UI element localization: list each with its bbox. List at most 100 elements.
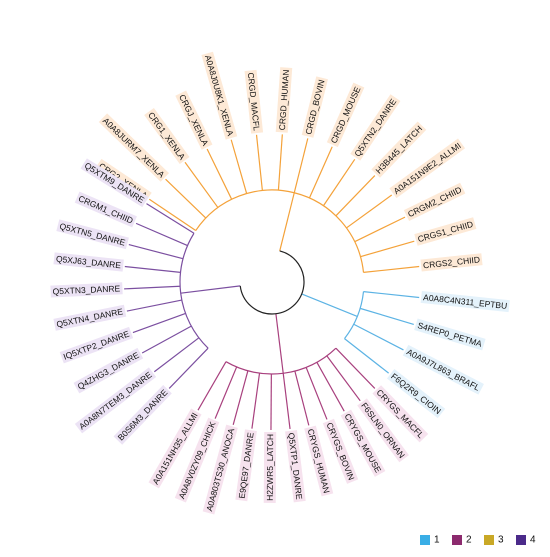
leaf: CRGJ_XENLA <box>175 90 213 150</box>
branch <box>360 240 415 258</box>
leaf: CRGD_MOUSE <box>326 82 365 148</box>
branch <box>230 139 248 194</box>
leaf: A0A8C4N311_EPTBU <box>420 290 510 313</box>
leaf-label: A0A9J7L863_BRAFL <box>405 347 482 393</box>
branch <box>359 307 414 326</box>
branch <box>354 216 406 243</box>
branch <box>124 285 181 290</box>
label-bg <box>175 90 213 150</box>
legend-label: 2 <box>466 535 472 546</box>
label-bg <box>326 82 365 148</box>
label-bg <box>420 253 483 272</box>
branch <box>305 367 328 420</box>
label-bg <box>56 219 129 250</box>
branch <box>294 370 310 426</box>
leaf-label: S4REP0_PETMA <box>416 320 483 349</box>
label-bg <box>50 282 123 298</box>
branch <box>326 355 361 402</box>
label-bg <box>244 69 264 134</box>
label-bg <box>285 430 306 503</box>
branch <box>335 347 376 389</box>
branch <box>128 243 184 260</box>
branch <box>168 347 209 389</box>
leaf: E9QE97_DANRE <box>235 429 257 502</box>
leaf: Q5XTN3_DANRE <box>50 282 123 298</box>
leaf-label: Q5XTN3_DANRE <box>52 283 120 296</box>
leaf-label: CRG1_XENLA <box>146 110 187 162</box>
branch <box>279 192 295 252</box>
label-bg <box>340 409 386 477</box>
leaf: CRGD_BOVIN <box>301 76 328 138</box>
branch-arc <box>225 347 337 375</box>
branch <box>180 285 241 294</box>
leaf: A0A8J0U8K1_XENLA <box>201 51 238 140</box>
branch <box>146 203 195 234</box>
branch <box>132 312 186 334</box>
leaf: CRGM2_CHIID <box>403 182 466 221</box>
legend-swatch <box>516 535 526 545</box>
branch <box>308 146 333 199</box>
label-bg <box>98 113 170 182</box>
branch <box>135 222 188 247</box>
label-bg <box>59 326 134 364</box>
label-bg <box>386 369 446 419</box>
label-bg <box>144 107 190 164</box>
leaf: CRGS2_CHIID <box>420 253 483 272</box>
label-bg <box>322 418 359 484</box>
label-bg <box>371 121 427 178</box>
branch <box>206 148 233 200</box>
branch <box>148 198 197 232</box>
label-bg <box>372 385 429 443</box>
leaf: S4REP0_PETMA <box>414 318 486 351</box>
label-bg <box>402 344 484 395</box>
legend-swatch <box>484 535 494 545</box>
legend-swatch <box>420 535 430 545</box>
leaf-label: CRGM1_CHIID <box>77 193 135 225</box>
branch <box>293 138 309 193</box>
branch <box>277 134 283 191</box>
branch <box>214 366 238 419</box>
leaf: CRGS1_CHIID <box>414 217 477 246</box>
legend-label: 4 <box>530 535 536 546</box>
branch <box>301 293 358 318</box>
leaf: CRG1_XENLA <box>144 107 190 164</box>
legend-label: 3 <box>498 535 504 546</box>
branch-arc <box>179 232 209 349</box>
label-bg <box>202 424 238 515</box>
branch <box>153 337 200 373</box>
branch-arc <box>344 291 365 340</box>
label-bg <box>53 252 124 272</box>
leaf-label: CRGD_BOVIN <box>303 79 326 136</box>
root-arc <box>239 250 305 315</box>
leaf-label: A0A8C4N311_EPTBU <box>423 292 508 311</box>
label-bg <box>357 398 409 463</box>
leaf: Q5XTP1_DANRE <box>285 430 306 503</box>
leaf: CRGD_HUMAN <box>275 67 293 133</box>
branch <box>232 370 249 425</box>
label-bg <box>304 425 334 497</box>
label-bg <box>235 429 257 502</box>
leaf: H2ZWR5_LATCH <box>263 431 277 503</box>
branch-arc <box>195 189 365 273</box>
leaf-label: CRGD_MOUSE <box>329 85 363 145</box>
leaf: Q5XTN5_DANRE <box>56 219 129 250</box>
branch <box>346 194 393 229</box>
leaf-label: H2ZWR5_LATCH <box>265 434 275 501</box>
label-bg <box>74 367 157 434</box>
branch <box>353 323 404 351</box>
branch <box>335 175 376 217</box>
label-bg <box>389 138 466 199</box>
branch <box>141 325 192 354</box>
leaf-label: E9QE97_DANRE <box>237 431 256 499</box>
leaf-label: IQ5XTP2_DANRE <box>62 328 131 361</box>
label-bg <box>420 290 510 313</box>
leaf: Q5XTN4_DANRE <box>53 304 127 331</box>
branch <box>275 313 284 374</box>
label-bg <box>350 94 401 161</box>
label-bg <box>148 408 202 489</box>
branch <box>322 158 356 207</box>
label-bg <box>275 67 293 133</box>
branch <box>363 265 420 273</box>
leaf: CRGD_MACFL <box>244 69 264 134</box>
